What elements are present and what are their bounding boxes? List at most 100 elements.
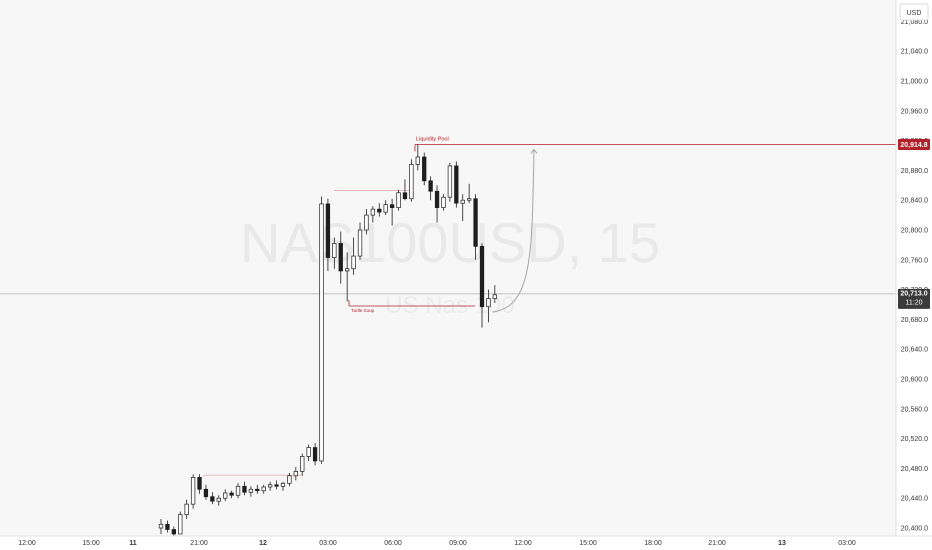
- bullish-candle: [364, 214, 369, 231]
- bearish-candle: [197, 476, 202, 490]
- bullish-candle: [190, 476, 196, 505]
- bearish-candle: [479, 246, 485, 308]
- price-tick-label: 20,400.0: [901, 526, 928, 533]
- liquidity-price-badge: 20,914.8: [898, 138, 930, 150]
- last-price-badge: 20,713.0 11:20: [898, 288, 930, 309]
- price-tick-label: 21,080.0: [901, 19, 928, 26]
- liquidity-pool-label[interactable]: Liquidity Pool: [416, 136, 449, 142]
- time-tick-label: 12:00: [514, 540, 532, 547]
- bearish-candle: [229, 492, 234, 496]
- bullish-candle: [460, 199, 465, 204]
- bullish-candle: [370, 208, 376, 216]
- currency-button[interactable]: [899, 3, 929, 21]
- bearish-candle: [171, 529, 176, 535]
- bearish-candle: [255, 488, 260, 492]
- bearish-candle: [473, 198, 478, 247]
- bullish-candle: [248, 488, 254, 493]
- price-tick-label: 20,640.0: [901, 347, 928, 354]
- bearish-candle: [274, 484, 279, 487]
- bullish-candle: [158, 523, 164, 529]
- bullish-candle: [306, 447, 311, 457]
- bullish-candle: [415, 156, 420, 165]
- bearish-candle: [434, 190, 440, 208]
- countdown-text: 11:20: [906, 299, 923, 306]
- bearish-candle: [422, 156, 427, 182]
- bearish-candle: [428, 180, 433, 192]
- bullish-candle: [351, 255, 356, 270]
- time-axis-ticks: 12:00 15:00 11 21:00 12 03:00 06:00 09:00 12:00 1…: [18, 540, 856, 547]
- candles-group: [158, 144, 497, 537]
- time-tick-label: 15:00: [82, 540, 100, 547]
- projection-curve[interactable]: [492, 149, 535, 313]
- bearish-candle: [338, 243, 343, 272]
- level-lines: [203, 144, 896, 476]
- time-axis[interactable]: [0, 536, 932, 550]
- bearish-candle: [377, 208, 382, 213]
- time-tick-label: 03:00: [838, 540, 856, 547]
- currency-label: USD: [907, 10, 922, 17]
- bullish-candle: [300, 456, 305, 472]
- turtle-soup-label[interactable]: Turtle Soup: [351, 308, 375, 313]
- price-tick-label: 20,440.0: [901, 496, 928, 503]
- time-tick-label: 06:00: [384, 540, 402, 547]
- time-tick-label: 03:00: [319, 540, 337, 547]
- bullish-candle: [441, 196, 446, 209]
- time-tick-label: 09:00: [449, 540, 467, 547]
- time-tick-label: 21:00: [708, 540, 726, 547]
- price-tick-label: 20,680.0: [901, 317, 928, 324]
- bullish-candle: [184, 503, 189, 515]
- price-tick-label: 20,480.0: [901, 466, 928, 473]
- bearish-candle: [165, 523, 170, 530]
- bullish-candle: [396, 192, 401, 208]
- bullish-candle: [409, 164, 414, 200]
- bearish-candle: [242, 485, 247, 493]
- bearish-candle: [402, 192, 408, 200]
- bullish-candle: [486, 298, 491, 308]
- bullish-candle: [319, 203, 324, 462]
- bullish-candle: [280, 482, 286, 487]
- price-tick-label: 20,880.0: [901, 168, 928, 175]
- bullish-candle: [467, 198, 472, 201]
- bearish-candle: [454, 165, 459, 204]
- price-axis[interactable]: [896, 0, 932, 536]
- watermark-symbol: NAS100USD, 15: [240, 211, 660, 274]
- bullish-candle: [223, 492, 228, 499]
- bullish-candle: [293, 471, 298, 477]
- bullish-candle: [261, 486, 266, 492]
- time-tick-label: 12: [259, 540, 267, 547]
- price-axis-ticks: 20,400.0 20,440.0 20,480.0 20,520.0 20,560.0…: [901, 19, 928, 533]
- bearish-candle: [325, 203, 331, 258]
- price-tick-label: 20,760.0: [901, 257, 928, 264]
- bullish-candle: [235, 485, 241, 496]
- bullish-candle: [345, 268, 350, 272]
- bullish-candle: [178, 514, 183, 535]
- time-tick-label: 18:00: [644, 540, 662, 547]
- price-tick-label: 21,000.0: [901, 79, 928, 86]
- bullish-candle: [357, 229, 363, 257]
- bullish-candle: [267, 484, 273, 488]
- last-price-text: 20,713.0: [900, 290, 927, 297]
- price-tick-label: 20,600.0: [901, 377, 928, 384]
- projection-arrowhead: [530, 148, 538, 154]
- bullish-candle: [216, 497, 221, 502]
- bullish-candle: [447, 165, 453, 198]
- time-tick-label: 13: [778, 540, 786, 547]
- bullish-candle: [383, 204, 388, 213]
- price-tick-label: 20,960.0: [901, 108, 928, 115]
- bullish-candle: [332, 243, 337, 258]
- time-tick-label: 21:00: [190, 540, 208, 547]
- time-tick-label: 15:00: [579, 540, 597, 547]
- bearish-candle: [210, 496, 215, 502]
- bullish-candle: [492, 294, 497, 299]
- price-tick-label: 20,800.0: [901, 228, 928, 235]
- price-tick-label: 20,520.0: [901, 436, 928, 443]
- price-tick-label: 20,840.0: [901, 198, 928, 205]
- price-tick-label: 21,040.0: [901, 49, 928, 56]
- bearish-candle: [389, 204, 395, 208]
- bearish-candle: [312, 447, 318, 462]
- bearish-candle: [203, 488, 209, 498]
- price-tick-label: 20,560.0: [901, 406, 928, 413]
